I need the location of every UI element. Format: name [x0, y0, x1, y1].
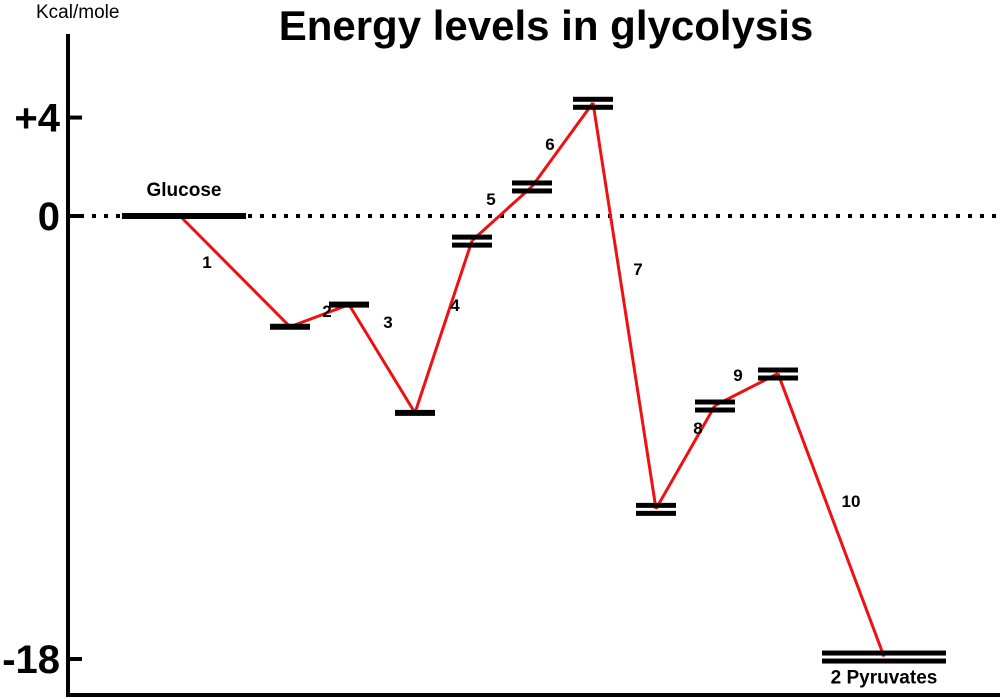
step-label: 9	[733, 366, 742, 385]
energy-level-bar	[822, 658, 946, 664]
step-segment	[591, 102, 658, 510]
chart-title: Energy levels in glycolysis	[279, 2, 814, 49]
energy-level-bar	[512, 180, 552, 186]
step-label: 2	[322, 302, 331, 321]
energy-level-bar	[758, 367, 798, 373]
energy-level-bar	[329, 301, 369, 308]
y-tick-label: +4	[14, 97, 60, 141]
energy-level-bar	[695, 407, 735, 413]
step-segment	[530, 101, 595, 188]
energy-level-bar	[270, 323, 310, 330]
step-segment	[776, 372, 886, 658]
energy-level-bar	[758, 375, 798, 381]
step-segment	[178, 214, 292, 328]
step-segment	[413, 240, 474, 414]
energy-level-bar	[452, 242, 492, 248]
step-segment	[654, 404, 717, 510]
y-tick-label: -18	[2, 638, 60, 682]
y-tick-label: 0	[38, 195, 60, 239]
energy-level-bar	[395, 409, 435, 416]
step-label: 6	[545, 135, 554, 154]
step-segment	[289, 303, 350, 329]
energy-level-bar	[573, 96, 613, 102]
energy-level-bar	[636, 510, 676, 516]
step-label: 10	[842, 492, 861, 511]
level-label: 2 Pyruvates	[831, 668, 938, 689]
energy-level-bar	[512, 188, 552, 194]
step-label: 4	[450, 296, 460, 315]
energy-level-bar	[822, 650, 946, 656]
step-label: 5	[486, 190, 495, 209]
level-label: Glucose	[147, 180, 222, 201]
energy-level-bar	[122, 213, 246, 219]
step-label: 7	[633, 260, 642, 279]
energy-level-bar	[636, 502, 676, 508]
y-axis-unit: Kcal/mole	[36, 2, 119, 23]
step-label: 3	[383, 313, 392, 332]
energy-level-bar	[573, 104, 613, 110]
step-segment	[347, 303, 417, 414]
step-label: 1	[202, 253, 211, 272]
energy-level-bar	[695, 399, 735, 405]
step-label: 8	[693, 419, 702, 438]
energy-level-bar	[452, 234, 492, 240]
step-segment	[470, 185, 534, 242]
